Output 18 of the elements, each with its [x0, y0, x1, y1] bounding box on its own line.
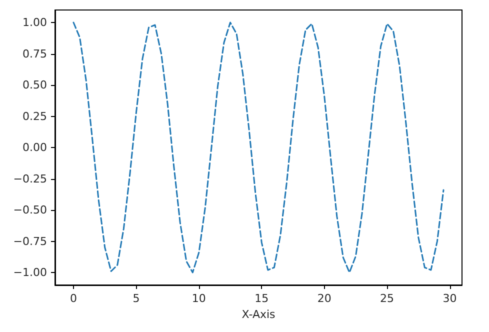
y-tick-label: 0.50 [22, 78, 47, 92]
line-series [72, 22, 444, 274]
x-tick-label: 20 [317, 292, 332, 305]
x-tick-label: 25 [380, 292, 394, 305]
y-tick-label: 0.00 [22, 141, 47, 154]
x-tick-label: 10 [192, 292, 206, 305]
y-tick-label: −0.25 [13, 172, 47, 186]
y-tick-label: 0.25 [22, 110, 47, 123]
x-tick-label: 0 [70, 292, 77, 305]
y-tick-label: −1.00 [13, 266, 47, 279]
y-tick-label: −0.75 [13, 234, 47, 248]
x-axis-title: X-Axis [242, 308, 276, 321]
x-tick-label: 30 [442, 292, 457, 305]
x-tick-label: 5 [132, 292, 140, 305]
y-tick-label: −0.50 [13, 204, 47, 216]
y-tick-label: 0.75 [22, 47, 47, 60]
y-tick-label: 1.00 [22, 16, 47, 29]
x-tick-label: 15 [254, 292, 269, 305]
